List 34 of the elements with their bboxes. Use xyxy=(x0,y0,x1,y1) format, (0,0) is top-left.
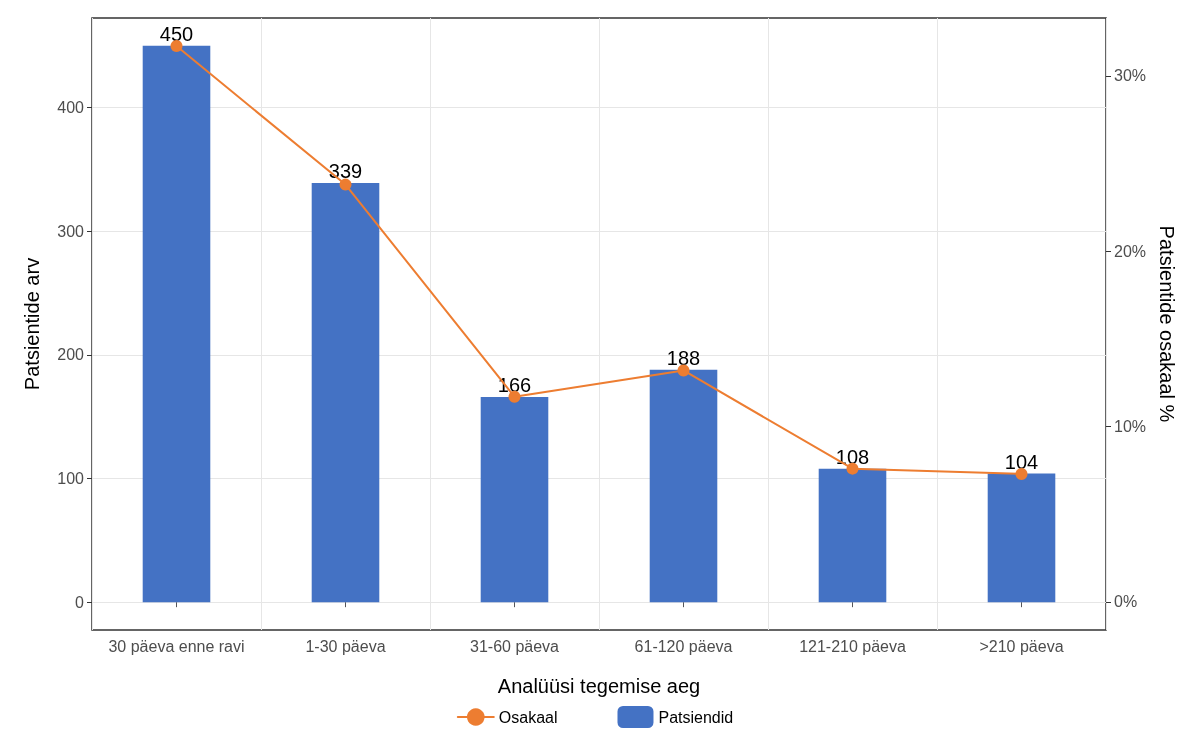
y-tick-label: 400 xyxy=(57,99,85,117)
x-tick-label: 30 päeva enne ravi xyxy=(108,637,245,655)
y-tick-label: 300 xyxy=(57,222,85,240)
point xyxy=(677,364,690,377)
data-label: 104 xyxy=(1004,450,1039,473)
x-tick-label: >210 päeva xyxy=(979,637,1064,655)
legend-label: Patsiendid xyxy=(658,708,734,726)
x-tick-label: 31-60 päeva xyxy=(470,637,560,655)
y2-tick-label: 0% xyxy=(1114,593,1138,611)
y2-tick-label: 10% xyxy=(1114,418,1147,436)
x-tick-label: 121-210 päeva xyxy=(799,637,906,655)
bar xyxy=(818,468,887,603)
y-tick-label: 0 xyxy=(75,593,85,611)
data-label: 188 xyxy=(666,346,701,369)
y2-axis-title: Patsientide osakaal % xyxy=(1155,225,1178,423)
y2-tick-label: 30% xyxy=(1114,67,1147,85)
y-axis-title: Patsientide arv xyxy=(21,257,43,391)
y-tick-label: 200 xyxy=(57,346,85,364)
x-axis-title: Analüüsi tegemise aeg xyxy=(497,675,701,697)
x-tick-label: 1-30 päeva xyxy=(305,637,386,655)
bar xyxy=(142,45,211,603)
bar xyxy=(311,183,380,603)
data-label: 108 xyxy=(835,445,870,468)
bar xyxy=(480,396,549,603)
y2-tick-label: 20% xyxy=(1114,242,1147,260)
data-label: 339 xyxy=(328,160,363,183)
point xyxy=(339,178,352,191)
bar xyxy=(649,369,718,603)
legend-label: Osakaal xyxy=(498,708,558,726)
y-tick-label: 100 xyxy=(57,470,85,488)
x-tick-label: 61-120 päeva xyxy=(634,637,733,655)
data-label: 450 xyxy=(159,22,194,45)
bar xyxy=(987,473,1056,603)
point xyxy=(170,40,183,53)
